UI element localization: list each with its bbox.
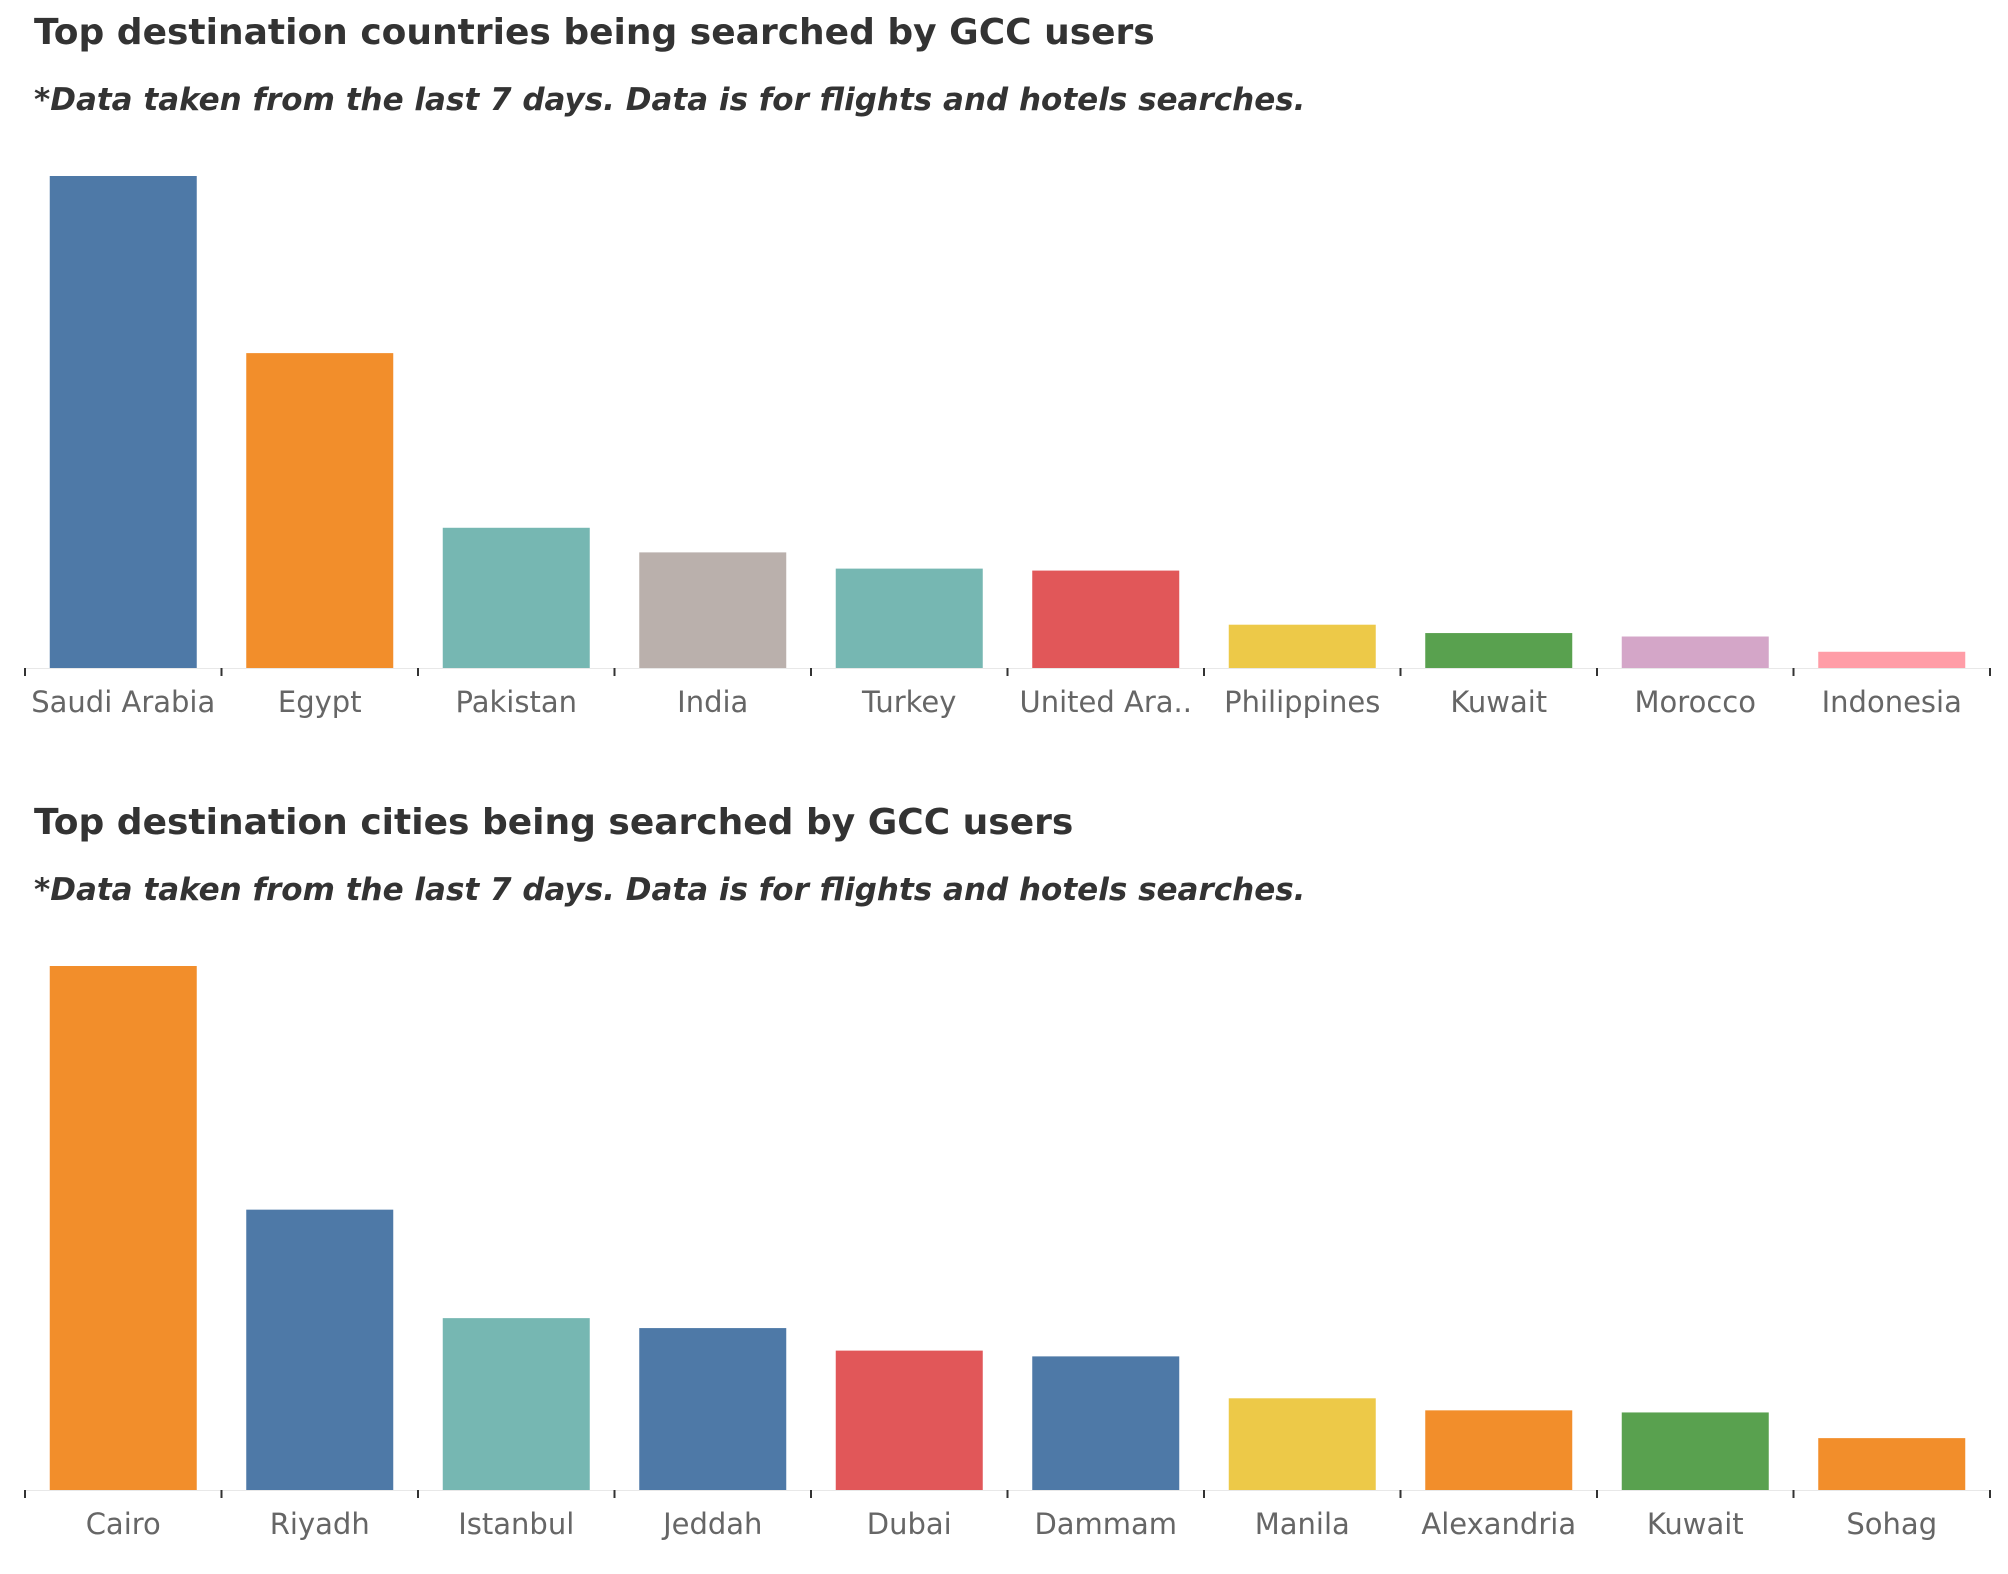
x-tick-label: Saudi Arabia <box>31 685 215 719</box>
chart-title: Top destination cities being searched by… <box>34 802 1074 843</box>
x-tick-label: Dammam <box>1034 1507 1177 1541</box>
bar[interactable] <box>1425 1410 1573 1490</box>
bar[interactable] <box>639 1328 787 1490</box>
x-tick-label: Morocco <box>1635 685 1756 719</box>
bar[interactable] <box>246 1209 394 1490</box>
countries-bar-chart: Saudi Arabia Egypt Pakistan India Turkey Unit… <box>24 176 1991 719</box>
bar[interactable] <box>442 527 590 668</box>
bar[interactable] <box>49 966 197 1490</box>
bar[interactable] <box>1032 1356 1180 1490</box>
x-tick-label: Sohag <box>1846 1507 1937 1541</box>
x-tick-label: Kuwait <box>1450 685 1547 719</box>
bar[interactable] <box>835 568 983 668</box>
bar[interactable] <box>1228 1398 1376 1490</box>
x-tick-label: India <box>677 685 748 719</box>
bar[interactable] <box>246 353 394 668</box>
bar[interactable] <box>1621 636 1769 668</box>
bar[interactable] <box>1032 570 1180 668</box>
x-tick-label: Cairo <box>86 1507 161 1541</box>
cities-bar-chart: Cairo Riyadh Istanbul Jeddah Dubai Dammam Mani… <box>24 966 1991 1541</box>
bar[interactable] <box>639 552 787 668</box>
x-tick-label: Egypt <box>278 685 362 719</box>
cities-chart-panel: Top destination cities being searched by… <box>0 790 2008 1574</box>
x-tick-label: Turkey <box>861 685 956 719</box>
bar[interactable] <box>49 176 197 668</box>
bar[interactable] <box>1818 651 1966 668</box>
x-tick-label: Jeddah <box>661 1507 762 1541</box>
x-tick-label: Dubai <box>867 1507 952 1541</box>
x-tick-label: Istanbul <box>458 1507 574 1541</box>
bar[interactable] <box>1818 1438 1966 1490</box>
chart-subtitle: *Data taken from the last 7 days. Data i… <box>34 872 1306 908</box>
x-tick-label: Philippines <box>1224 685 1380 719</box>
x-tick-label: Pakistan <box>456 685 577 719</box>
bar[interactable] <box>1425 633 1573 668</box>
x-tick-label: Kuwait <box>1647 1507 1744 1541</box>
x-tick-label: United Ara.. <box>1020 685 1192 719</box>
x-tick-label: Alexandria <box>1421 1507 1576 1541</box>
x-tick-label: Riyadh <box>270 1507 370 1541</box>
bar[interactable] <box>442 1318 590 1490</box>
countries-chart-panel: Top destination countries being searched… <box>24 12 1991 719</box>
bar[interactable] <box>1621 1412 1769 1490</box>
bar[interactable] <box>835 1350 983 1490</box>
bar[interactable] <box>1228 624 1376 668</box>
chart-title: Top destination countries being searched… <box>34 12 1155 53</box>
chart-subtitle: *Data taken from the last 7 days. Data i… <box>34 82 1306 118</box>
x-tick-label: Manila <box>1255 1507 1350 1541</box>
x-tick-label: Indonesia <box>1822 685 1962 719</box>
